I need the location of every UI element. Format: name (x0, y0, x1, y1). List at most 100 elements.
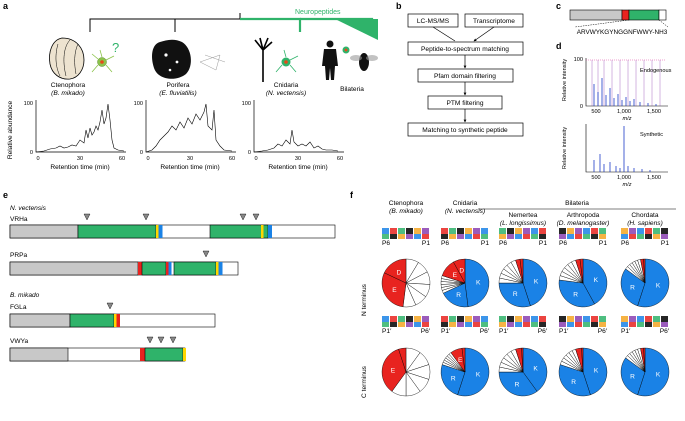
taxon-species-ctenophora: (B. mikado) (51, 90, 85, 97)
n-terminus-label: N terminus (361, 283, 368, 316)
peptide-sequence: ARVWYKGYNGGNFWWY-NH3 (577, 29, 668, 36)
x-tick: 30 (77, 156, 83, 162)
chromatogram-ylabel: Relative abundance (7, 101, 14, 160)
c-terminus-logo: P1′ P6′ (559, 316, 608, 335)
species-label: (B. mikado) (389, 208, 423, 215)
n-terminus-logo: P6 P1 (441, 228, 489, 247)
pie-slice-label: K (476, 372, 481, 379)
workflow-input-lcms: LC-MS/MS (417, 18, 450, 25)
pie-slice-label: R (571, 379, 576, 386)
workflow-step: Peptide-to-spectrum matching (421, 46, 509, 53)
chromatogram-porifera: 100 0 0 30 60 Retention time (min) (134, 100, 236, 171)
species-label: (N. vectensis) (445, 208, 485, 215)
pie-slice-d (521, 347, 524, 373)
x-tick: 1,500 (647, 175, 661, 181)
pie-slice-d (384, 258, 407, 284)
spectrum-endogenous: Relative intensity 100 0 Endogenous 500 … (562, 57, 672, 122)
protein-label-vrha: VRHa (10, 216, 28, 223)
pie-slice-d (453, 258, 466, 284)
x-tick: 1,000 (617, 175, 631, 181)
position-label: P1 (481, 240, 489, 247)
c-terminus-logo: P1′ P6′ (441, 316, 490, 335)
pie-slice-d (519, 258, 524, 284)
chromatogram-ctenophora: 100 0 0 30 60 Retention time (min) (24, 100, 126, 171)
ctenophore-drawing (49, 37, 85, 80)
pie-slice-label: E (392, 287, 397, 294)
pie-slice-label: R (451, 375, 456, 382)
x-tick: 0 (146, 156, 149, 162)
position-label: P1 (661, 240, 669, 247)
c-terminus-label: C terminus (361, 365, 368, 398)
n-terminus-pie: KR (498, 258, 548, 308)
pie-slice-r (498, 282, 531, 308)
question-mark: ? (112, 40, 119, 55)
x-tick: 60 (229, 156, 235, 162)
panel-label-d: d (556, 41, 562, 51)
pie-slice-e (381, 272, 407, 308)
pie-slice-k (582, 347, 608, 396)
bilateria-header: Bilateria (565, 200, 589, 207)
chromatogram-xlabel: Retention time (min) (50, 164, 109, 171)
position-label: P1′ (441, 328, 451, 335)
x-tick: 1,000 (617, 109, 631, 115)
spectrum-xlabel: m/z (622, 182, 631, 188)
workflow-step: PTM filtering (446, 100, 483, 107)
taxon-species-porifera: (E. fluviatilis) (159, 90, 196, 97)
panel-label-e: e (3, 190, 8, 200)
workflow-flowchart: LC-MS/MS Transcriptome Peptide-to-spectr… (407, 13, 524, 137)
fly-icon (350, 53, 378, 71)
position-label: P6′ (538, 328, 548, 335)
position-label: P6 (382, 240, 390, 247)
position-label: P6 (559, 240, 567, 247)
pie-slice-r (558, 279, 595, 308)
pie-slice-label: R (515, 381, 520, 388)
spectrum-ylabel: Relative intensity (562, 127, 568, 169)
pie-slice-k (522, 258, 548, 307)
protein-label-fgla: FGLa (10, 304, 27, 311)
precursor-vwya (9, 336, 186, 362)
pie-slice-label: E (458, 357, 463, 364)
position-label: P1′ (621, 328, 631, 335)
y-tick-top: 100 (134, 101, 143, 107)
pie-slice-label: R (513, 291, 518, 298)
n-terminus-logo: P6 P1 (621, 228, 669, 247)
c-terminus-pie: KR (620, 347, 670, 397)
species-label: (D. melanogaster) (557, 220, 610, 227)
pie-slice-e (381, 348, 407, 392)
neuron-icon-bilateria (342, 46, 350, 54)
taxon-species-cnidaria: (N. vectensis) (266, 90, 306, 97)
phylum-label: Arthropoda (567, 212, 600, 219)
pie-slice-k (522, 347, 548, 392)
phylum-label: Nemertea (509, 212, 538, 219)
taxon-name-porifera: Porifera (166, 82, 189, 89)
pie-slice-label: R (456, 292, 461, 299)
pie-slice-label: E (391, 367, 396, 374)
pie-slice-d (579, 258, 584, 284)
phylum-label: Ctenophora (389, 200, 424, 207)
position-label: P1 (539, 240, 547, 247)
position-label: P1′ (382, 328, 392, 335)
taxon-name-cnidaria: Cnidaria (274, 82, 299, 89)
pie-slice-k (637, 258, 670, 308)
pie-slice-label: K (534, 278, 539, 285)
x-tick: 0 (254, 156, 257, 162)
x-tick: 30 (187, 156, 193, 162)
panel-label-a: a (3, 1, 9, 11)
position-label: P6 (499, 240, 507, 247)
x-tick: 1,500 (647, 109, 661, 115)
x-tick: 60 (337, 156, 343, 162)
y-tick-top: 100 (24, 101, 33, 107)
pie-slice-d (398, 347, 407, 373)
n-terminus-pie: KR (620, 258, 670, 308)
precursor-diagram (569, 9, 669, 28)
panel-label-f: f (350, 190, 354, 200)
pie-slice-label: K (656, 372, 661, 379)
taxon-name-ctenophora: Ctenophora (51, 82, 86, 89)
c-terminus-logo: P1′ P6′ (621, 316, 670, 335)
x-tick: 500 (591, 109, 600, 115)
pie-slice-k (582, 258, 608, 305)
pie-slice-label: R (573, 291, 578, 298)
workflow-step: Matching to synthetic peptide (422, 127, 508, 134)
pie-slice-label: E (453, 272, 458, 279)
